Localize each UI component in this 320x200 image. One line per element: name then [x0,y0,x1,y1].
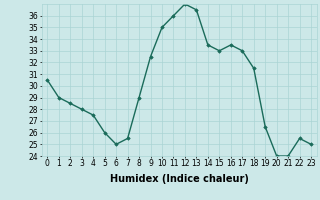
X-axis label: Humidex (Indice chaleur): Humidex (Indice chaleur) [110,174,249,184]
